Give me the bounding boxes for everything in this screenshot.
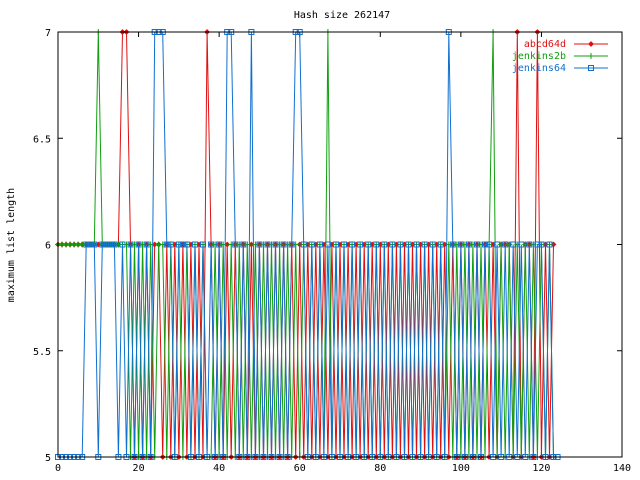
- data-point-jenkins64: [413, 241, 420, 248]
- y-tick-label: 6: [45, 241, 51, 252]
- data-point-jenkins64: [143, 241, 150, 248]
- x-tick-label: 60: [294, 463, 306, 474]
- data-point-jenkins64: [256, 241, 263, 248]
- data-point-jenkins64: [486, 241, 493, 248]
- data-point-jenkins64: [200, 241, 207, 248]
- x-tick-label: 40: [213, 463, 225, 474]
- data-point-jenkins64: [87, 241, 94, 248]
- data-point-jenkins64: [183, 241, 190, 248]
- data-point-jenkins64: [421, 241, 428, 248]
- x-tick-label: 20: [133, 463, 145, 474]
- data-point-jenkins64: [240, 241, 247, 248]
- data-point-jenkins64: [91, 241, 98, 248]
- x-tick-label: 100: [452, 463, 470, 474]
- data-point-jenkins64: [111, 241, 118, 248]
- data-point-jenkins64: [119, 241, 126, 248]
- data-point-jenkins64: [300, 241, 307, 248]
- data-point-jenkins64: [538, 241, 545, 248]
- legend-marker-jenkins64: [588, 65, 594, 71]
- data-point-jenkins64: [465, 241, 472, 248]
- data-point-jenkins64: [381, 241, 388, 248]
- data-point-jenkins64: [349, 241, 356, 248]
- data-point-jenkins64: [107, 241, 114, 248]
- data-point-jenkins64: [526, 241, 533, 248]
- data-point-jenkins64: [280, 241, 287, 248]
- x-tick-label: 80: [374, 463, 386, 474]
- y-tick-label: 5.5: [33, 347, 51, 358]
- data-point-jenkins64: [316, 241, 323, 248]
- y-tick-label: 7: [45, 28, 51, 39]
- series-layer: [55, 29, 561, 460]
- data-point-jenkins64: [341, 241, 348, 248]
- data-point-jenkins64: [232, 241, 239, 248]
- data-point-jenkins64: [288, 241, 295, 248]
- data-point-jenkins64: [179, 241, 186, 248]
- legend-marker-jenkins2b: [588, 53, 594, 59]
- data-point-jenkins64: [83, 241, 90, 248]
- data-point-jenkins64: [457, 241, 464, 248]
- data-point-jenkins64: [510, 241, 517, 248]
- data-point-jenkins64: [534, 241, 541, 248]
- data-point-jenkins64: [163, 241, 170, 248]
- data-point-jenkins64: [324, 241, 331, 248]
- data-point-jenkins64: [373, 241, 380, 248]
- data-point-jenkins64: [546, 241, 553, 248]
- x-tick-label: 0: [55, 463, 61, 474]
- data-point-jenkins64: [437, 241, 444, 248]
- data-point-jenkins64: [502, 241, 509, 248]
- y-axis-label: maximum list length: [6, 188, 17, 302]
- data-point-jenkins64: [216, 241, 223, 248]
- plot-frame: [57, 31, 623, 458]
- data-point-jenkins64: [127, 241, 134, 248]
- data-point-jenkins64: [332, 241, 339, 248]
- data-point-jenkins64: [449, 241, 456, 248]
- data-point-jenkins64: [175, 241, 182, 248]
- data-point-jenkins64: [365, 241, 372, 248]
- data-point-jenkins64: [429, 241, 436, 248]
- legend-label-jenkins64: jenkins64: [512, 63, 566, 74]
- data-point-jenkins64: [397, 241, 404, 248]
- data-point-jenkins64: [99, 241, 106, 248]
- data-point-jenkins64: [494, 241, 501, 248]
- data-point-jenkins64: [473, 241, 480, 248]
- data-point-jenkins64: [167, 241, 174, 248]
- data-point-jenkins64: [405, 241, 412, 248]
- chart-title: Hash size 262147: [294, 10, 390, 21]
- legend-label-jenkins2b: jenkins2b: [512, 51, 566, 62]
- data-point-jenkins64: [272, 241, 279, 248]
- y-tick-label: 5: [45, 453, 51, 464]
- data-point-jenkins64: [482, 241, 489, 248]
- data-point-jenkins64: [389, 241, 396, 248]
- data-point-jenkins64: [357, 241, 364, 248]
- data-point-jenkins64: [308, 241, 315, 248]
- data-point-jenkins64: [103, 241, 110, 248]
- data-point-jenkins64: [264, 241, 271, 248]
- y-tick-label: 6.5: [33, 134, 51, 145]
- x-tick-label: 120: [532, 463, 550, 474]
- legend-label-abcd64d: abcd64d: [524, 39, 566, 50]
- legend-marker-abcd64d: [588, 41, 594, 47]
- data-point-jenkins64: [208, 241, 215, 248]
- data-point-jenkins64: [518, 241, 525, 248]
- data-point-jenkins64: [135, 241, 142, 248]
- x-tick-label: 140: [613, 463, 631, 474]
- data-point-jenkins64: [191, 241, 198, 248]
